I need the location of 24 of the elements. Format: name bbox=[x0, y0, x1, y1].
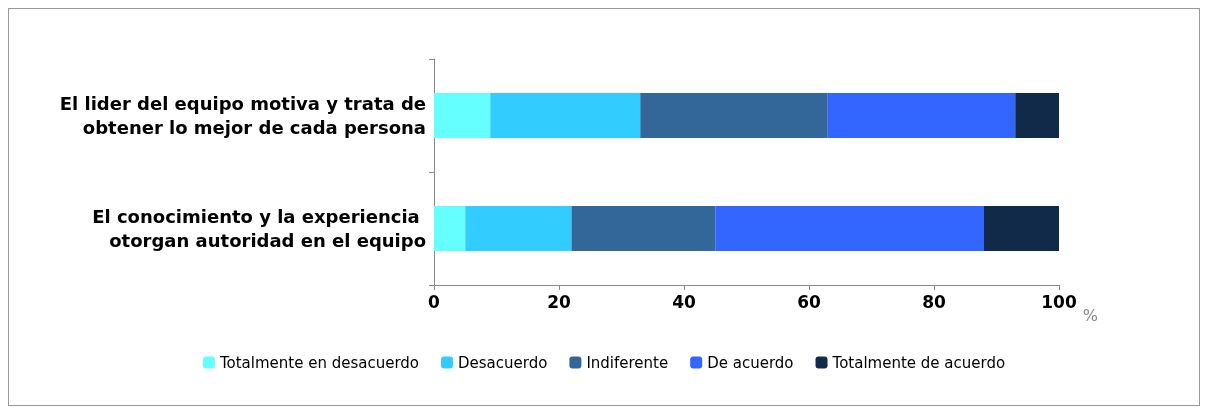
bar bbox=[984, 205, 1059, 252]
x-tick-label: 0 bbox=[428, 291, 441, 312]
legend-label: De acuerdo bbox=[707, 353, 794, 372]
bar bbox=[1015, 92, 1059, 139]
y-tick-label: El conocimiento y la experiencia otorgan autoridad en el equipo bbox=[92, 206, 426, 251]
bar bbox=[827, 92, 1016, 139]
x-tick-label: 60 bbox=[797, 291, 821, 312]
bar bbox=[490, 92, 641, 139]
x-tick-label: 80 bbox=[922, 291, 946, 312]
x-tick-label: 100 bbox=[1041, 291, 1077, 312]
x-axis-title: % bbox=[1082, 305, 1098, 325]
x-tick-label: 20 bbox=[547, 291, 571, 312]
bar bbox=[465, 205, 572, 252]
bar bbox=[434, 205, 466, 252]
legend-label: Indiferente bbox=[586, 353, 669, 372]
bar bbox=[571, 205, 716, 252]
bar bbox=[434, 92, 491, 139]
legend-label: Totalmente de acuerdo bbox=[831, 353, 1006, 372]
bar bbox=[640, 92, 828, 139]
y-tick-label: El lider del equipo motiva y trata de obtener lo mejor de cada persona bbox=[59, 93, 426, 138]
legend-label: Totalmente en desacuerdo bbox=[218, 353, 420, 372]
legend-label: Desacuerdo bbox=[458, 353, 548, 372]
x-tick-label: 40 bbox=[672, 291, 696, 312]
bar bbox=[715, 205, 984, 252]
